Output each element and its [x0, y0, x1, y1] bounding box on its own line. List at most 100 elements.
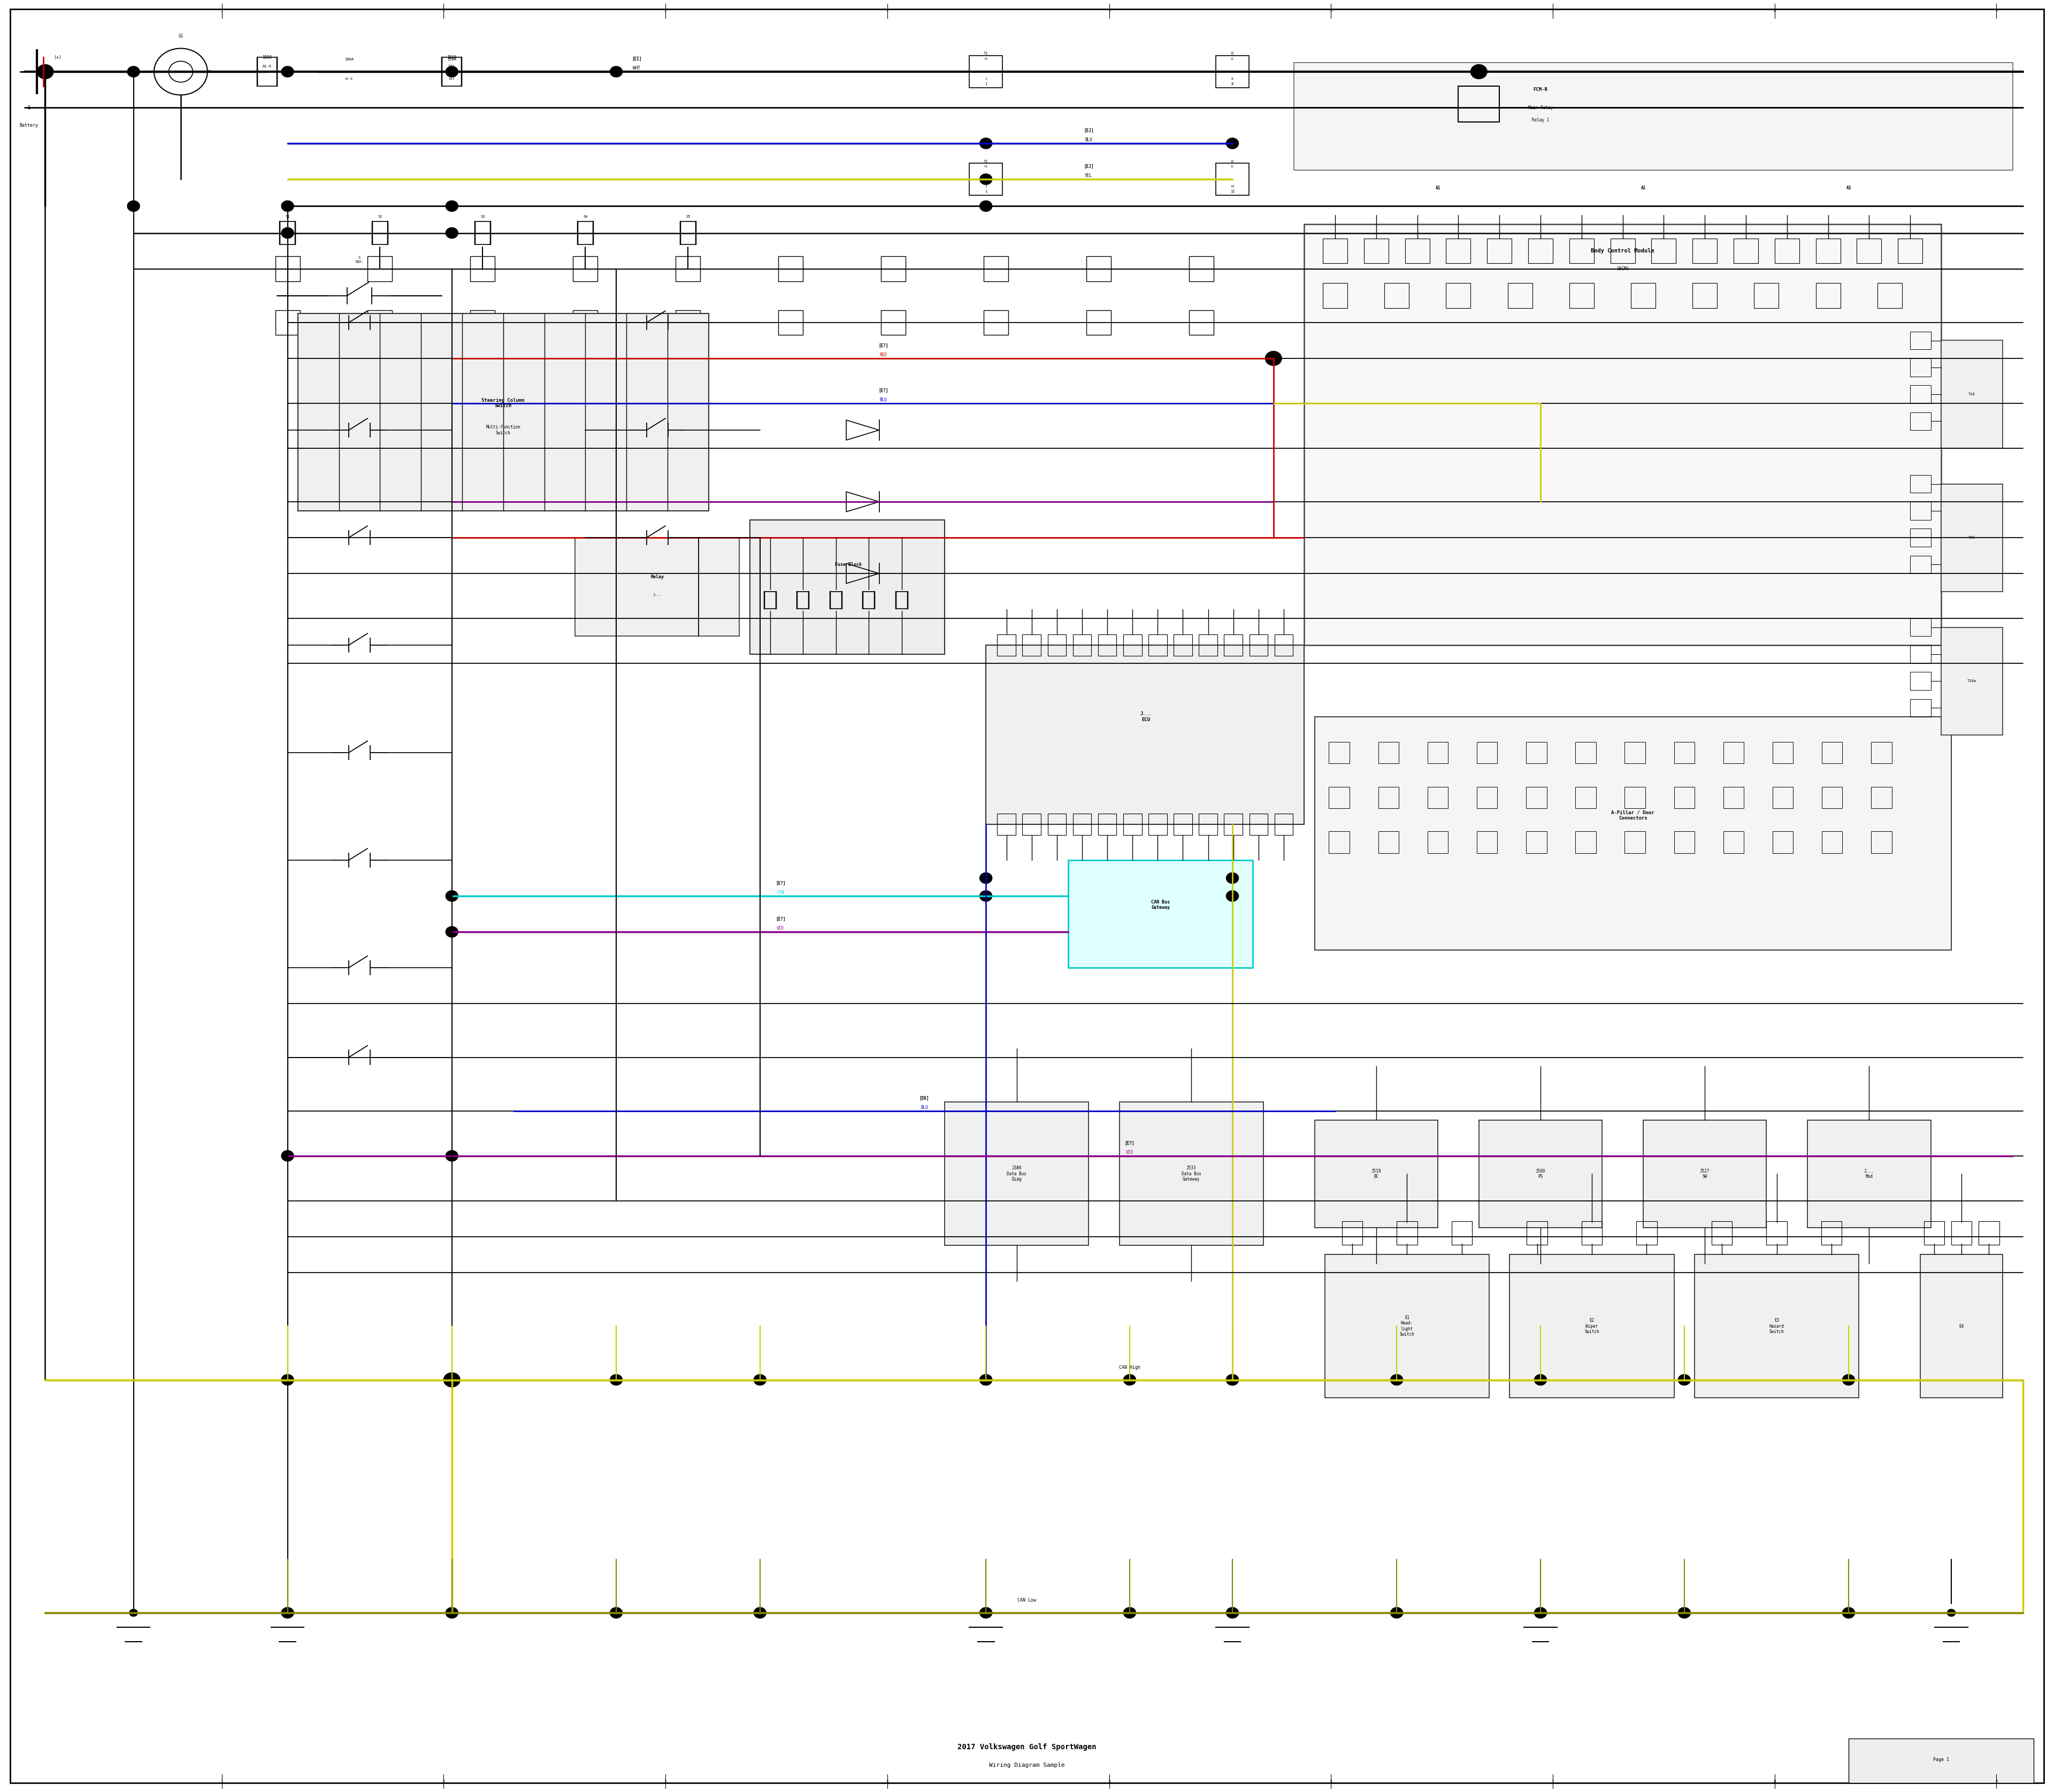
Bar	[1695, 1254, 1859, 1398]
Bar	[1173, 814, 1191, 835]
Text: RED: RED	[879, 353, 887, 357]
Circle shape	[982, 1609, 990, 1616]
Text: S4: S4	[583, 215, 587, 219]
Bar	[1023, 634, 1041, 656]
Text: 9: 9	[1994, 9, 1999, 13]
Bar	[1526, 742, 1547, 763]
Bar	[1325, 1254, 1489, 1398]
Circle shape	[444, 1373, 460, 1387]
Text: Relay 1: Relay 1	[1532, 118, 1549, 122]
Text: Multi-function
Switch: Multi-function Switch	[487, 425, 520, 435]
Text: 2017 Volkswagen Golf SportWagen: 2017 Volkswagen Golf SportWagen	[957, 1744, 1097, 1751]
Text: A-Pillar / Door
Connectors: A-Pillar / Door Connectors	[1612, 810, 1653, 821]
Bar	[1526, 1222, 1547, 1244]
Bar	[945, 1102, 1089, 1245]
Bar	[1458, 86, 1499, 122]
Text: 12: 12	[1230, 185, 1234, 188]
Circle shape	[980, 201, 992, 211]
Circle shape	[446, 1150, 458, 1161]
Text: E4: E4	[1960, 1324, 1964, 1328]
Bar	[1849, 1738, 2033, 1783]
Text: Page 1: Page 1	[1933, 1758, 1949, 1762]
Bar	[984, 256, 1009, 281]
Bar	[1068, 860, 1253, 968]
Bar	[1446, 238, 1471, 263]
Text: [EI]: [EI]	[633, 57, 641, 61]
Circle shape	[610, 1607, 622, 1618]
Text: S1: S1	[286, 215, 290, 219]
Circle shape	[1228, 1609, 1237, 1616]
Bar	[969, 163, 1002, 195]
Bar	[1477, 787, 1497, 808]
Text: (BCM): (BCM)	[1616, 267, 1629, 271]
Circle shape	[980, 138, 992, 149]
Text: E2
Wiper
Switch: E2 Wiper Switch	[1584, 1319, 1600, 1333]
Bar	[1216, 163, 1249, 195]
Bar	[573, 256, 598, 281]
Text: Steering Column
Switch: Steering Column Switch	[483, 398, 524, 409]
Circle shape	[446, 228, 458, 238]
Text: T1: T1	[984, 52, 988, 56]
Bar	[1341, 1222, 1362, 1244]
Bar	[1487, 238, 1512, 263]
Text: T1: T1	[984, 165, 988, 168]
Circle shape	[980, 1607, 992, 1618]
Text: [EJ]: [EJ]	[1085, 165, 1093, 168]
Bar	[1941, 627, 2003, 735]
Bar	[1625, 831, 1645, 853]
Bar	[1734, 238, 1758, 263]
Text: 2: 2	[442, 1779, 446, 1783]
Bar	[1910, 332, 1931, 349]
Bar	[1910, 672, 1931, 690]
Circle shape	[980, 174, 992, 185]
Bar	[1329, 831, 1349, 853]
Text: A1-6: A1-6	[263, 65, 271, 68]
Bar	[1925, 1222, 1945, 1244]
Bar	[750, 520, 945, 654]
Bar	[1294, 63, 2013, 170]
Text: J...: J...	[653, 593, 661, 597]
Text: 9: 9	[1994, 1779, 1999, 1783]
Bar	[1428, 787, 1448, 808]
Bar	[881, 256, 906, 281]
Bar	[1099, 634, 1117, 656]
Bar	[1087, 256, 1111, 281]
Text: Wiring Diagram Sample: Wiring Diagram Sample	[990, 1763, 1064, 1767]
Bar	[1941, 484, 2003, 591]
Circle shape	[980, 873, 992, 883]
Text: D: D	[1230, 52, 1234, 56]
Text: 7: 7	[1551, 9, 1555, 13]
Bar	[1526, 831, 1547, 853]
Bar	[1625, 787, 1645, 808]
Bar	[778, 256, 803, 281]
Bar	[676, 256, 700, 281]
Text: BLU: BLU	[879, 398, 887, 401]
Bar	[1479, 1120, 1602, 1228]
Circle shape	[281, 1150, 294, 1161]
Text: 6: 6	[1329, 9, 1333, 13]
Bar	[1898, 238, 1923, 263]
Bar	[1273, 634, 1294, 656]
Text: A1: A1	[1436, 186, 1440, 190]
Text: [E?]: [E?]	[879, 389, 887, 392]
Bar	[1249, 634, 1267, 656]
Bar	[1692, 238, 1717, 263]
Text: Battery: Battery	[18, 124, 39, 127]
Circle shape	[1536, 1609, 1545, 1616]
Text: T10a: T10a	[1968, 679, 1976, 683]
Text: (+): (+)	[53, 56, 62, 59]
Bar	[1877, 283, 1902, 308]
Text: Relay: Relay	[651, 575, 663, 579]
Bar	[1216, 56, 1249, 88]
Bar	[1148, 634, 1167, 656]
Text: [EJ]: [EJ]	[1085, 129, 1093, 133]
Bar	[1397, 1222, 1417, 1244]
Bar	[1723, 831, 1744, 853]
Bar	[1304, 224, 1941, 645]
Bar	[1072, 814, 1091, 835]
Bar	[1508, 283, 1532, 308]
Text: X21: X21	[448, 65, 456, 68]
Bar	[1808, 1120, 1931, 1228]
Bar	[1582, 1222, 1602, 1244]
Text: J386
Data Bus
Diag: J386 Data Bus Diag	[1006, 1167, 1027, 1181]
